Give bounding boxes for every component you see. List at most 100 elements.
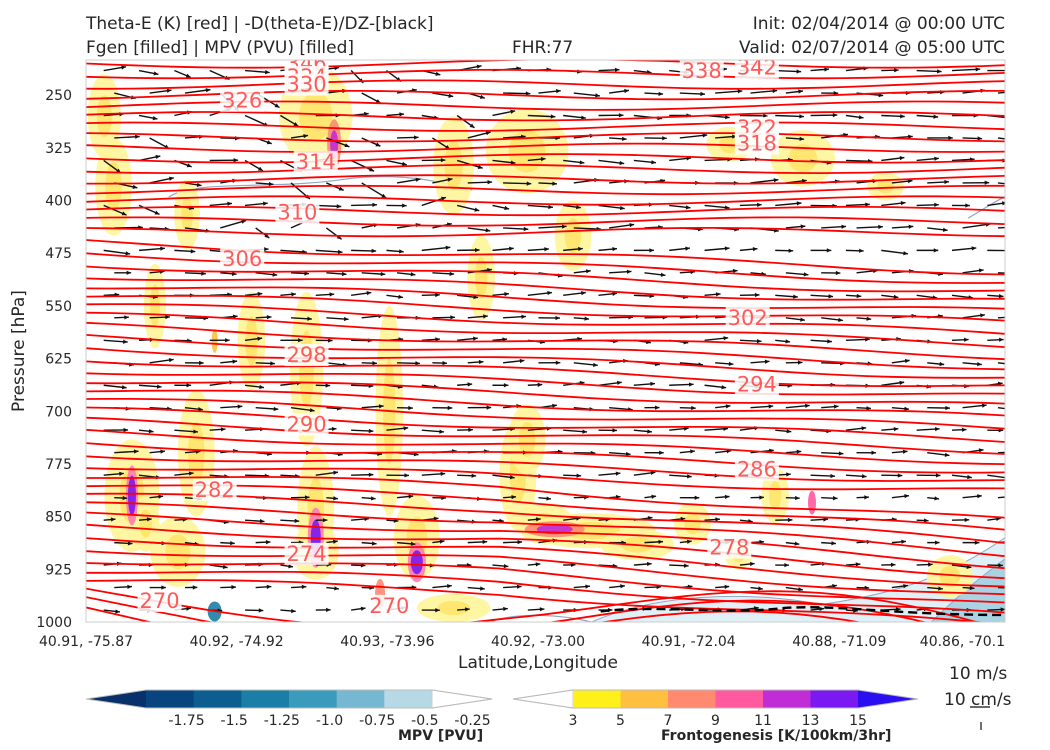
wind-vector-head: [828, 294, 834, 299]
wind-vector-head: [165, 314, 170, 320]
wind-vector-head: [126, 270, 132, 275]
wind-vector-head: [152, 116, 158, 121]
wind-vector-head: [793, 294, 798, 299]
fgen-blob-core: [149, 284, 160, 327]
wind-vector: [573, 227, 602, 230]
wind-vector-head: [1010, 540, 1015, 544]
forecast-hour: FHR:77: [512, 38, 574, 58]
wind-vector-head: [897, 473, 903, 478]
wind-vector-head: [264, 233, 270, 238]
wind-vector-head: [381, 193, 387, 198]
wind-vector-head: [785, 339, 791, 344]
theta-e-label: 286: [737, 458, 777, 482]
wind-vector-head: [516, 584, 522, 589]
wind-vector-head: [724, 494, 730, 499]
theta-e-label-bg: [725, 306, 770, 329]
wind-vector-head: [368, 428, 374, 434]
wind-vector-head: [694, 495, 700, 500]
wind-vector-head: [371, 248, 377, 254]
theta-e-contour: [86, 428, 1005, 465]
wind-vector-head: [227, 201, 232, 206]
wind-vector-head: [615, 471, 621, 476]
wind-vector: [715, 90, 743, 94]
wind-vector-head: [259, 519, 265, 524]
wind-vector-head: [301, 584, 307, 590]
wind-vector-head: [685, 205, 691, 210]
wind-vector-head: [832, 112, 838, 118]
wind-vector-head: [732, 268, 738, 274]
wind-vector-head: [485, 131, 491, 136]
wind-vector-head: [978, 448, 984, 453]
wind-vector-head: [612, 246, 618, 252]
plot-frame: [85, 59, 1006, 623]
wind-vector-head: [1013, 450, 1018, 454]
wind-vector-head: [257, 291, 263, 297]
wind-vector-head: [961, 427, 967, 432]
wind-vector-head: [535, 517, 541, 522]
mpv-colorbar-label: MPV [PVU]: [398, 728, 484, 744]
wind-vector-head: [585, 584, 591, 589]
x-tick-label: 40.86, -70.1: [920, 634, 1005, 650]
chart-title-line1: Theta-E (K) [red] | -D(theta-E)/DZ-[blac…: [86, 14, 434, 34]
wind-vector-head: [132, 184, 138, 189]
mpv-colorbar-tick: -0.75: [359, 713, 395, 729]
mpv-colorbar-segment: [336, 690, 385, 708]
theta-e-label-bg: [284, 344, 329, 367]
valid-time: Valid: 02/07/2014 @ 05:00 UTC: [739, 38, 1005, 58]
wind-vector-head: [1014, 90, 1019, 94]
wind-vector-head: [433, 516, 439, 521]
wind-vector-head: [841, 224, 847, 229]
wind-vector-head: [369, 167, 375, 172]
wind-vector-head: [823, 517, 828, 522]
wind-vector: [997, 182, 1005, 185]
wind-vector-head: [998, 294, 1004, 299]
wind-vector-head: [148, 429, 154, 434]
wind-vector-head: [833, 404, 839, 409]
theta-e-contour: [86, 476, 1005, 519]
wind-vector-head: [483, 314, 488, 319]
wind-vector: [987, 474, 1005, 479]
wind-vector-head: [576, 473, 582, 478]
wind-vector-head: [447, 584, 452, 589]
fgen-blob-core: [877, 179, 894, 194]
theta-e-contour: [86, 579, 988, 622]
wind-vector-head: [504, 205, 510, 211]
theta-e-contour: [86, 265, 1005, 293]
wind-vector-head: [721, 385, 727, 390]
wind-vector-head: [325, 383, 331, 388]
wind-vector-head: [476, 64, 482, 69]
theta-e-contour: [86, 381, 1005, 405]
theta-e-contour: [86, 455, 1005, 482]
wind-vector-head: [526, 181, 532, 186]
y-tick-label: 400: [45, 194, 72, 210]
wind-vector-head: [258, 608, 264, 613]
wind-vector-head: [650, 470, 656, 475]
theta-e-label: 278: [709, 536, 749, 560]
fgen-colorbar-segment: [715, 690, 764, 708]
wind-vector-head: [974, 540, 980, 545]
fgen-colorbar-tick: 13: [802, 713, 820, 729]
wind-vector-head: [963, 337, 969, 342]
y-tick-label: 925: [45, 562, 72, 578]
y-tick-label: 850: [45, 510, 72, 526]
wind-vector-head: [517, 540, 523, 545]
theta-e-contour: [86, 163, 1005, 175]
wind-vector-head: [579, 160, 585, 165]
mpv-colorbar-segment: [241, 690, 290, 708]
wind-vector-head: [830, 473, 836, 479]
wind-vector-head: [546, 496, 552, 501]
wind-vector-head: [293, 122, 299, 127]
chart-title-line2: Fgen [filled] | MPV (PVU) [filled]: [86, 38, 355, 58]
wind-vector-head: [154, 210, 160, 215]
wind-vector-head: [796, 449, 802, 454]
y-tick-label: 475: [45, 246, 72, 262]
wind-vector-head: [978, 268, 984, 273]
wind-vector-head: [469, 123, 475, 128]
theta-e-contour: [86, 398, 1005, 430]
wind-vector-head: [540, 156, 546, 162]
theta-e-contour: [86, 216, 1005, 227]
wind-vector-head: [402, 203, 407, 208]
wind-vector-head: [410, 272, 416, 277]
vector-key-horizontal: 10 m/s: [949, 664, 1008, 684]
x-tick-label: 40.88, -71.09: [792, 634, 886, 650]
